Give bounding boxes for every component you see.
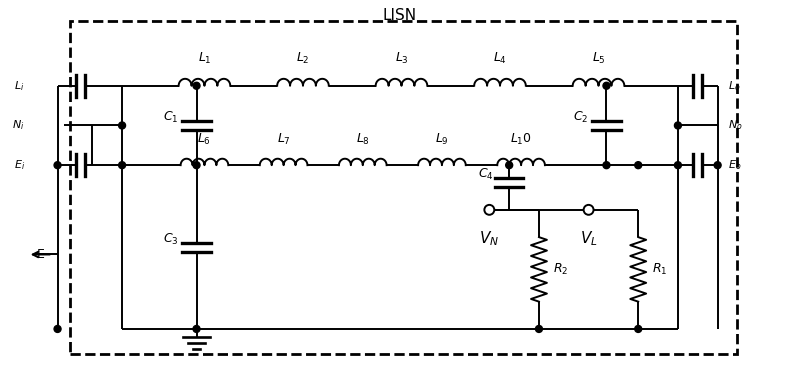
Circle shape — [674, 162, 682, 169]
Text: $V_L$: $V_L$ — [580, 230, 598, 248]
Text: $L_8$: $L_8$ — [356, 132, 370, 147]
Circle shape — [193, 326, 200, 332]
Circle shape — [634, 162, 642, 169]
Text: $L_o$: $L_o$ — [727, 79, 740, 93]
Text: $L_9$: $L_9$ — [435, 132, 449, 147]
Circle shape — [118, 162, 126, 169]
Circle shape — [118, 122, 126, 129]
Text: $C_1$: $C_1$ — [163, 110, 178, 125]
Text: $L_3$: $L_3$ — [394, 51, 409, 66]
Circle shape — [193, 162, 200, 169]
Text: $L_10$: $L_10$ — [510, 132, 532, 147]
Circle shape — [584, 206, 593, 214]
Text: $L_i$: $L_i$ — [14, 79, 25, 93]
Bar — [70, 21, 738, 354]
Text: $R_2$: $R_2$ — [553, 262, 568, 277]
Text: $N_o$: $N_o$ — [727, 118, 742, 132]
Circle shape — [714, 162, 721, 169]
Text: LISN: LISN — [383, 8, 417, 23]
Text: $E_i$: $E_i$ — [14, 158, 25, 172]
Text: $L_1$: $L_1$ — [198, 51, 211, 66]
Text: $L_2$: $L_2$ — [296, 51, 310, 66]
Text: $L_4$: $L_4$ — [493, 51, 507, 66]
Text: $E_o$: $E_o$ — [727, 158, 741, 172]
Circle shape — [603, 162, 610, 169]
Text: $C_3$: $C_3$ — [163, 232, 178, 247]
Text: $N_i$: $N_i$ — [12, 118, 25, 132]
Text: E: E — [37, 248, 45, 261]
Circle shape — [603, 82, 610, 89]
Circle shape — [674, 122, 682, 129]
Circle shape — [535, 326, 542, 332]
Text: $L_7$: $L_7$ — [277, 132, 290, 147]
Circle shape — [193, 82, 200, 89]
Text: $C_2$: $C_2$ — [574, 110, 589, 125]
Circle shape — [54, 326, 61, 332]
Text: $V_N$: $V_N$ — [479, 230, 499, 248]
Text: $L_6$: $L_6$ — [198, 132, 211, 147]
Text: $C_4$: $C_4$ — [478, 167, 494, 182]
Circle shape — [506, 162, 513, 169]
Text: $R_1$: $R_1$ — [652, 262, 667, 277]
Circle shape — [54, 162, 61, 169]
Circle shape — [485, 206, 494, 214]
Circle shape — [634, 326, 642, 332]
Text: $L_5$: $L_5$ — [592, 51, 606, 66]
